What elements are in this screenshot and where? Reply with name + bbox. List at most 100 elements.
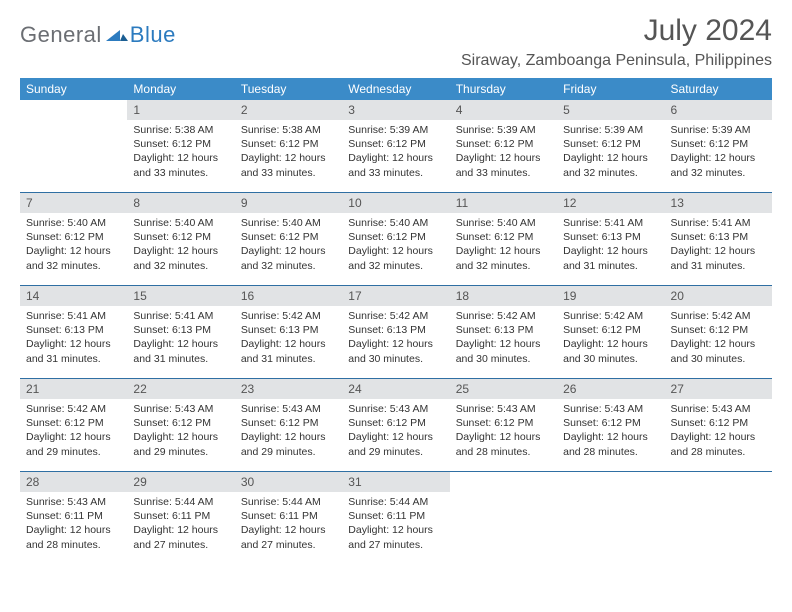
day-body: Sunrise: 5:40 AMSunset: 6:12 PMDaylight:… (20, 213, 127, 277)
weeks-container: 1Sunrise: 5:38 AMSunset: 6:12 PMDaylight… (20, 100, 772, 564)
day-number: 23 (235, 379, 342, 399)
day-cell: 2Sunrise: 5:38 AMSunset: 6:12 PMDaylight… (235, 100, 342, 192)
daylight-line: Daylight: 12 hours and 31 minutes. (671, 244, 766, 272)
calendar: SundayMondayTuesdayWednesdayThursdayFrid… (20, 78, 772, 564)
day-number: 5 (557, 100, 664, 120)
day-cell: 18Sunrise: 5:42 AMSunset: 6:13 PMDayligh… (450, 286, 557, 378)
daylight-line: Daylight: 12 hours and 28 minutes. (26, 523, 121, 551)
day-number: 6 (665, 100, 772, 120)
day-cell: 1Sunrise: 5:38 AMSunset: 6:12 PMDaylight… (127, 100, 234, 192)
daylight-line: Daylight: 12 hours and 32 minutes. (26, 244, 121, 272)
day-cell: 22Sunrise: 5:43 AMSunset: 6:12 PMDayligh… (127, 379, 234, 471)
sunset-line: Sunset: 6:12 PM (671, 416, 766, 430)
day-body: Sunrise: 5:42 AMSunset: 6:12 PMDaylight:… (20, 399, 127, 463)
daylight-line: Daylight: 12 hours and 29 minutes. (26, 430, 121, 458)
sunset-line: Sunset: 6:13 PM (348, 323, 443, 337)
sunset-line: Sunset: 6:12 PM (563, 323, 658, 337)
daylight-line: Daylight: 12 hours and 31 minutes. (26, 337, 121, 365)
day-body: Sunrise: 5:43 AMSunset: 6:11 PMDaylight:… (20, 492, 127, 556)
day-body: Sunrise: 5:43 AMSunset: 6:12 PMDaylight:… (235, 399, 342, 463)
day-number: 31 (342, 472, 449, 492)
daylight-line: Daylight: 12 hours and 32 minutes. (241, 244, 336, 272)
sunrise-line: Sunrise: 5:38 AM (133, 123, 228, 137)
day-body: Sunrise: 5:41 AMSunset: 6:13 PMDaylight:… (127, 306, 234, 370)
sunset-line: Sunset: 6:12 PM (671, 323, 766, 337)
sunrise-line: Sunrise: 5:41 AM (26, 309, 121, 323)
day-number: 8 (127, 193, 234, 213)
day-body: Sunrise: 5:40 AMSunset: 6:12 PMDaylight:… (342, 213, 449, 277)
day-number: 9 (235, 193, 342, 213)
sunset-line: Sunset: 6:12 PM (348, 416, 443, 430)
day-cell: 9Sunrise: 5:40 AMSunset: 6:12 PMDaylight… (235, 193, 342, 285)
sunrise-line: Sunrise: 5:43 AM (348, 402, 443, 416)
day-cell: 23Sunrise: 5:43 AMSunset: 6:12 PMDayligh… (235, 379, 342, 471)
day-number: 20 (665, 286, 772, 306)
sunrise-line: Sunrise: 5:42 AM (563, 309, 658, 323)
day-body: Sunrise: 5:43 AMSunset: 6:12 PMDaylight:… (342, 399, 449, 463)
header: General Blue July 2024 Siraway, Zamboang… (20, 14, 772, 70)
sunset-line: Sunset: 6:12 PM (563, 137, 658, 151)
daylight-line: Daylight: 12 hours and 31 minutes. (241, 337, 336, 365)
daylight-line: Daylight: 12 hours and 27 minutes. (348, 523, 443, 551)
daylight-line: Daylight: 12 hours and 33 minutes. (456, 151, 551, 179)
day-cell: 17Sunrise: 5:42 AMSunset: 6:13 PMDayligh… (342, 286, 449, 378)
day-number: 19 (557, 286, 664, 306)
day-body: Sunrise: 5:43 AMSunset: 6:12 PMDaylight:… (127, 399, 234, 463)
daylight-line: Daylight: 12 hours and 30 minutes. (348, 337, 443, 365)
sunrise-line: Sunrise: 5:42 AM (456, 309, 551, 323)
day-number: 16 (235, 286, 342, 306)
day-number: 7 (20, 193, 127, 213)
sunset-line: Sunset: 6:12 PM (241, 137, 336, 151)
day-number: 11 (450, 193, 557, 213)
day-cell: 13Sunrise: 5:41 AMSunset: 6:13 PMDayligh… (665, 193, 772, 285)
day-number: 28 (20, 472, 127, 492)
day-body: Sunrise: 5:42 AMSunset: 6:13 PMDaylight:… (235, 306, 342, 370)
day-number: 24 (342, 379, 449, 399)
brand-word-general: General (20, 22, 102, 48)
daylight-line: Daylight: 12 hours and 32 minutes. (563, 151, 658, 179)
daylight-line: Daylight: 12 hours and 27 minutes. (133, 523, 228, 551)
day-body: Sunrise: 5:39 AMSunset: 6:12 PMDaylight:… (342, 120, 449, 184)
day-number: 1 (127, 100, 234, 120)
day-body: Sunrise: 5:38 AMSunset: 6:12 PMDaylight:… (127, 120, 234, 184)
day-body: Sunrise: 5:39 AMSunset: 6:12 PMDaylight:… (557, 120, 664, 184)
sunrise-line: Sunrise: 5:38 AM (241, 123, 336, 137)
day-cell: 26Sunrise: 5:43 AMSunset: 6:12 PMDayligh… (557, 379, 664, 471)
day-number: 18 (450, 286, 557, 306)
sunset-line: Sunset: 6:11 PM (348, 509, 443, 523)
daylight-line: Daylight: 12 hours and 33 minutes. (133, 151, 228, 179)
daylight-line: Daylight: 12 hours and 30 minutes. (563, 337, 658, 365)
sunrise-line: Sunrise: 5:39 AM (348, 123, 443, 137)
day-cell-empty (450, 472, 557, 564)
weekday-header-cell: Friday (557, 78, 664, 100)
day-number: 26 (557, 379, 664, 399)
daylight-line: Daylight: 12 hours and 33 minutes. (348, 151, 443, 179)
day-cell: 3Sunrise: 5:39 AMSunset: 6:12 PMDaylight… (342, 100, 449, 192)
sunrise-line: Sunrise: 5:43 AM (241, 402, 336, 416)
weekday-header-cell: Wednesday (342, 78, 449, 100)
daylight-line: Daylight: 12 hours and 30 minutes. (671, 337, 766, 365)
sunset-line: Sunset: 6:12 PM (241, 416, 336, 430)
sunset-line: Sunset: 6:13 PM (671, 230, 766, 244)
daylight-line: Daylight: 12 hours and 30 minutes. (456, 337, 551, 365)
day-cell: 6Sunrise: 5:39 AMSunset: 6:12 PMDaylight… (665, 100, 772, 192)
day-number: 17 (342, 286, 449, 306)
day-cell-empty (557, 472, 664, 564)
location-subtitle: Siraway, Zamboanga Peninsula, Philippine… (461, 52, 772, 70)
day-cell: 7Sunrise: 5:40 AMSunset: 6:12 PMDaylight… (20, 193, 127, 285)
sunrise-line: Sunrise: 5:44 AM (241, 495, 336, 509)
day-number: 21 (20, 379, 127, 399)
day-body: Sunrise: 5:41 AMSunset: 6:13 PMDaylight:… (665, 213, 772, 277)
day-number: 3 (342, 100, 449, 120)
daylight-line: Daylight: 12 hours and 32 minutes. (671, 151, 766, 179)
brand-logo: General Blue (20, 14, 176, 48)
sunrise-line: Sunrise: 5:44 AM (348, 495, 443, 509)
weekday-header-row: SundayMondayTuesdayWednesdayThursdayFrid… (20, 78, 772, 100)
daylight-line: Daylight: 12 hours and 29 minutes. (241, 430, 336, 458)
sunrise-line: Sunrise: 5:43 AM (26, 495, 121, 509)
daylight-line: Daylight: 12 hours and 31 minutes. (133, 337, 228, 365)
day-cell: 28Sunrise: 5:43 AMSunset: 6:11 PMDayligh… (20, 472, 127, 564)
day-cell: 16Sunrise: 5:42 AMSunset: 6:13 PMDayligh… (235, 286, 342, 378)
day-number: 30 (235, 472, 342, 492)
sunset-line: Sunset: 6:12 PM (133, 137, 228, 151)
